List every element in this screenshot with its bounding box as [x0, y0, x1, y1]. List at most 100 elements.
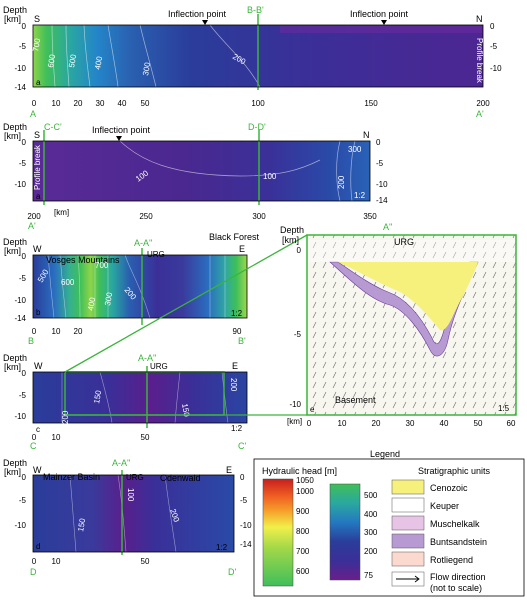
panel-letter: e: [310, 405, 315, 414]
dir-south: S: [34, 14, 40, 24]
x-tick-label: 350: [363, 212, 377, 221]
flow-arrow-icon: [396, 575, 420, 583]
x-tick-label: 10: [52, 327, 61, 336]
inflection-marker: [116, 136, 122, 141]
x-tick-label: 300: [252, 212, 266, 221]
y-tick-label: -5: [19, 42, 27, 51]
colorbar-label: 600: [296, 567, 310, 576]
depth-label: Depth: [3, 353, 27, 363]
unit-label-keuper: Keuper: [430, 501, 459, 511]
contour-lines: [51, 24, 261, 88]
colorbar-label: 75: [364, 571, 373, 580]
section-label: A-A'': [134, 238, 153, 248]
contour-lines: [61, 371, 229, 424]
colorbar-label: 1000: [296, 487, 314, 496]
unit-label-rotliegend: Rotliegend: [430, 555, 473, 565]
y-ticks-left: 0 -5 -10: [14, 138, 26, 189]
section-label: B-B': [247, 5, 264, 15]
colorbar-label: 300: [364, 528, 378, 537]
x-tick-label: 200: [476, 99, 490, 108]
unit-label-buntsandstein: Buntsandstein: [430, 537, 487, 547]
depth-label: Depth: [3, 458, 27, 468]
depth-label: Depth: [3, 122, 27, 132]
swatch-keuper: [391, 497, 425, 513]
end-letter: A': [476, 109, 484, 119]
colorbar-label: 200: [364, 547, 378, 556]
swatch-cenozoic: [391, 479, 425, 495]
y-ticks-right: 0 -5 -10: [490, 22, 502, 73]
x-tick-label: 0: [32, 327, 37, 336]
x-tick-label: 200: [27, 212, 41, 221]
dir-east: E: [226, 465, 232, 475]
contour-label: 100: [263, 172, 277, 181]
panel-letter: a: [36, 78, 41, 87]
contour-label: 150: [76, 517, 87, 532]
inflection-label-1: Inflection point: [168, 9, 227, 19]
contour-label: 150: [180, 403, 191, 418]
basin-label: Mainzer Basin: [43, 472, 100, 482]
scale-label: 1:2: [354, 191, 366, 200]
km-label: [km]: [287, 417, 302, 426]
legend-box: [253, 458, 525, 597]
cenozoic-fill: [338, 262, 478, 331]
contour-lines: [119, 140, 356, 202]
panel-letter: b: [36, 308, 41, 317]
colorbar-label: 700: [296, 547, 310, 556]
depth-label: Depth: [280, 225, 304, 235]
dir-west: W: [34, 361, 43, 371]
contour-label: 600: [46, 53, 57, 68]
x-tick-label: 100: [251, 99, 265, 108]
y-tick-label: -14: [14, 83, 26, 92]
section-label: A-A'': [112, 458, 131, 468]
contour-label: 200: [168, 508, 181, 524]
colorbar-label: 900: [296, 507, 310, 516]
y-ticks: 0 -5 -10 -14: [14, 252, 26, 323]
swatch-buntsandstein: [391, 533, 425, 549]
y-tick-label: -10: [376, 180, 388, 189]
panel-letter: c: [36, 425, 40, 434]
y-ticks: 0 -5 -10: [289, 246, 301, 409]
y-tick-label: 0: [22, 22, 27, 31]
unit-label: [km]: [4, 362, 21, 372]
panel-letter: d: [36, 542, 40, 551]
urg-label: URG: [394, 237, 414, 247]
inflection-label: Inflection point: [92, 125, 151, 135]
colorbar-right-labels: 500 400 300 200 75: [364, 491, 378, 580]
swatch-rotliegend: [391, 551, 425, 567]
x-tick-label: 30: [406, 419, 415, 428]
y-tick-label: -14: [240, 540, 252, 549]
contour-label: 100: [126, 488, 135, 502]
dir-north: N: [363, 130, 370, 140]
y-tick-label: -14: [14, 314, 26, 323]
profile-break-label: Profile break: [475, 38, 484, 84]
flow-label-1: Flow direction: [430, 572, 486, 582]
y-tick-label: 0: [22, 369, 27, 378]
end-letter: B': [238, 336, 246, 346]
start-letter: D: [30, 567, 37, 577]
panel-e-frame: [306, 234, 517, 416]
basement-label: Basement: [335, 395, 376, 405]
dir-west: W: [33, 244, 42, 254]
x-tick-label: 10: [338, 419, 347, 428]
panel-d-frame: [32, 474, 235, 553]
legend-title: Legend: [370, 449, 400, 459]
y-tick-label: 0: [22, 138, 27, 147]
y-tick-label: 0: [376, 138, 381, 147]
y-tick-label: -5: [240, 496, 248, 505]
forest-label: Black Forest: [209, 232, 260, 242]
contour-label: 300: [103, 291, 114, 306]
km-label: [km]: [54, 208, 69, 217]
unit-label-cenozoic: Cenozoic: [430, 483, 468, 493]
x-ticks: 0 10 20 90: [32, 327, 242, 336]
y-tick-label: 0: [490, 22, 495, 31]
unit-label: [km]: [4, 467, 21, 477]
zoom-connector-top: [64, 234, 308, 373]
y-tick-label: -5: [490, 42, 498, 51]
panel-b: Depth [km] W E Vosges Mountains A-A'' UR…: [3, 232, 260, 346]
x-tick-label: 10: [52, 557, 61, 566]
y-tick-label: -14: [376, 196, 388, 205]
y-ticks-left: 0 -5 -10: [14, 473, 26, 530]
panel-a-top: Depth [km] S N B-B' Inflection point Inf…: [3, 5, 502, 119]
contour-label: 700: [95, 261, 109, 270]
contour-labels: 150 100 200: [76, 488, 181, 532]
